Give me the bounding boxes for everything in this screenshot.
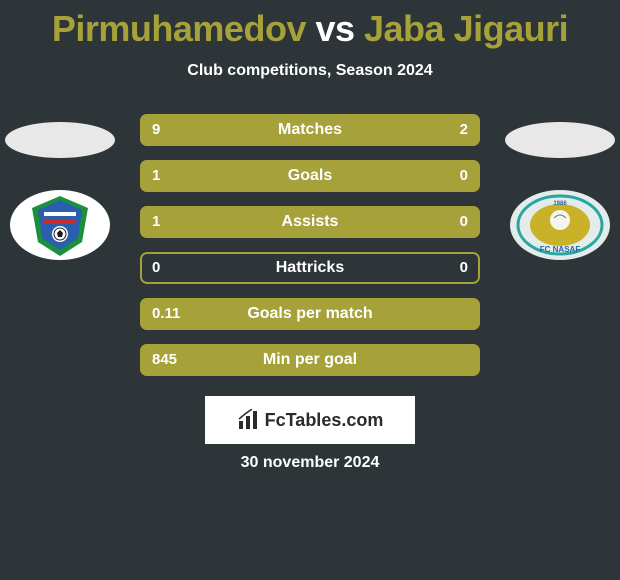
stat-value-right: 0 bbox=[460, 206, 468, 238]
comparison-title: Pirmuhamedov vs Jaba Jigauri bbox=[0, 0, 620, 50]
stat-label: Hattricks bbox=[140, 252, 480, 284]
stat-value-left: 1 bbox=[152, 206, 160, 238]
stat-label: Goals per match bbox=[140, 298, 480, 330]
stat-value-left: 1 bbox=[152, 160, 160, 192]
date-text: 30 november 2024 bbox=[0, 454, 620, 472]
fctables-icon bbox=[237, 409, 259, 431]
stat-value-right: 2 bbox=[460, 114, 468, 146]
stat-value-left: 0.11 bbox=[152, 298, 180, 330]
stat-row: Assists1 0 bbox=[140, 206, 480, 238]
player1-club-badge bbox=[10, 190, 110, 260]
stats-column: Matches92Goals10Assists10Hattricks00Goal… bbox=[140, 114, 480, 390]
stat-row: Matches9 2 bbox=[140, 114, 480, 146]
fctables-label: FcTables.com bbox=[265, 410, 384, 431]
stat-value-left: 9 bbox=[152, 114, 160, 146]
stat-value-left: 0 bbox=[152, 252, 160, 284]
vs-text: vs bbox=[306, 8, 364, 49]
stat-value-left: 845 bbox=[152, 344, 177, 376]
svg-text:FC NASAF: FC NASAF bbox=[540, 245, 581, 254]
subtitle: Club competitions, Season 2024 bbox=[0, 62, 620, 80]
fctables-watermark: FcTables.com bbox=[205, 396, 415, 444]
stat-value-right: 0 bbox=[460, 160, 468, 192]
svg-text:1986: 1986 bbox=[553, 201, 567, 207]
stat-row: Goals1 0 bbox=[140, 160, 480, 192]
stat-row: Min per goal845 bbox=[140, 344, 480, 376]
stat-label: Assists bbox=[140, 206, 480, 238]
stat-label: Min per goal bbox=[140, 344, 480, 376]
stat-row: Hattricks0 0 bbox=[140, 252, 480, 284]
player1-name: Pirmuhamedov bbox=[52, 8, 306, 49]
stat-label: Matches bbox=[140, 114, 480, 146]
stat-label: Goals bbox=[140, 160, 480, 192]
player2-flag bbox=[505, 122, 615, 158]
stat-value-right: 0 bbox=[460, 252, 468, 284]
stat-row: Goals per match0.11 bbox=[140, 298, 480, 330]
player2-name: Jaba Jigauri bbox=[364, 8, 568, 49]
player2-club-badge: 1986 FC NASAF bbox=[510, 190, 610, 260]
player1-flag bbox=[5, 122, 115, 158]
comparison-area: 1986 FC NASAF Matches92Goals10Assists10H… bbox=[0, 126, 620, 396]
